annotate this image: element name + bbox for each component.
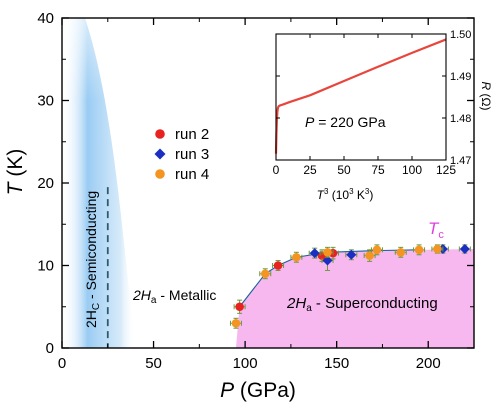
legend-marker	[155, 129, 165, 139]
inset-resistance-line	[274, 38, 447, 154]
inset-y-tick-label: 1.48	[450, 113, 471, 125]
y-tick-label: 0	[46, 340, 54, 357]
data-point	[414, 245, 424, 255]
inset-frame	[275, 33, 447, 161]
inset-x-tick-label: 50	[337, 163, 351, 177]
superconducting-region-label: 2Ha - Superconducting	[286, 295, 438, 314]
y-tick-label: 10	[37, 258, 54, 275]
data-point	[231, 318, 241, 328]
superconducting-region	[235, 249, 474, 348]
legend: run 2 run 3 run 4	[154, 126, 209, 183]
metallic-region-label: 2Ha - Metallic	[132, 287, 216, 306]
data-point	[372, 245, 382, 255]
x-tick-label: 100	[233, 355, 258, 372]
inset-y-tick-label: 1.49	[450, 71, 471, 83]
legend-label: run 4	[175, 166, 209, 183]
legend-marker	[154, 148, 166, 160]
y-tick-label: 40	[37, 10, 54, 27]
data-point	[322, 255, 333, 266]
x-tick-label: 50	[145, 355, 162, 372]
main-axes: 0 50 100 150 200 0 10 20 30 40	[37, 10, 475, 372]
main-plot-regions	[62, 18, 474, 348]
legend-item: run 3	[154, 146, 209, 163]
data-point	[235, 302, 244, 312]
data-point	[292, 252, 301, 262]
legend-label: run 3	[175, 146, 209, 163]
inset-pressure-annotation: P = 220 GPa	[305, 114, 386, 130]
data-point	[365, 251, 374, 260]
inset-x-axis-label: T3 (103 K3)	[317, 187, 374, 202]
inset-x-tick-label: 125	[436, 163, 456, 177]
legend-item: run 2	[155, 126, 209, 143]
inset-y-tick-label: 1.50	[450, 29, 471, 41]
inset-y-tick-label: 1.47	[450, 155, 471, 167]
inset-x-tick-label: 100	[402, 163, 422, 177]
inset-resistance-curve	[274, 38, 447, 154]
inset-x-tick-label: 25	[303, 163, 317, 177]
legend-item: run 4	[155, 166, 209, 183]
data-point	[323, 248, 332, 257]
data-point	[309, 248, 320, 259]
semiconducting-region-label: 2HC - Semiconducting	[83, 191, 102, 328]
data-point	[260, 269, 270, 279]
x-tick-label: 200	[416, 355, 441, 372]
data-point	[346, 249, 357, 260]
tc-label: Tc	[428, 219, 444, 241]
data-point	[459, 244, 470, 254]
y-tick-label: 30	[37, 93, 54, 110]
legend-marker	[155, 169, 165, 179]
y-tick-label: 20	[37, 175, 54, 192]
data-point	[396, 248, 406, 257]
data-series-group	[229, 244, 471, 329]
semiconducting-region-fade	[62, 18, 136, 348]
data-point	[273, 261, 283, 270]
x-tick-label: 0	[58, 355, 66, 372]
inset-x-tick-label: 0	[273, 163, 280, 177]
inset-x-tick-label: 75	[371, 163, 385, 177]
x-axis-label: P (GPa)	[220, 379, 296, 402]
data-point	[433, 244, 442, 254]
inset-y-axis-label: R (Ω)	[479, 82, 493, 111]
y-axis-label: T (K)	[4, 149, 27, 196]
x-tick-label: 150	[324, 355, 349, 372]
series-run-4	[229, 244, 444, 329]
legend-label: run 2	[175, 126, 209, 143]
